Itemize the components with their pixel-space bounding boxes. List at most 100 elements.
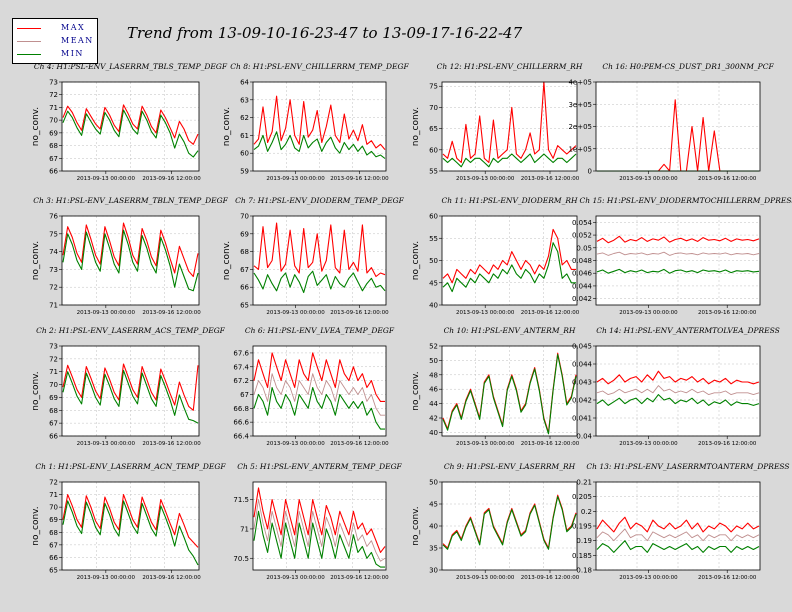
- x-tick-label: 2013-09-13 00:00:00: [456, 176, 515, 182]
- chart-panel-13: 65 66 67 68 69 70 71 72 2013-09-13 00:00:00 2013-…: [31, 462, 226, 581]
- plot-frame: [441, 81, 578, 172]
- plot-frame: [441, 215, 578, 306]
- x-tick-label: 2013-09-16 12:00:00: [698, 310, 757, 316]
- y-tick-label: 71.5: [233, 496, 249, 504]
- y-tick-label: 71: [49, 491, 58, 499]
- y-tick-label: 67: [240, 391, 249, 399]
- y-tick-label: 44: [429, 400, 438, 408]
- y-tick-label: 40: [429, 523, 438, 531]
- series-line-min: [442, 153, 577, 168]
- x-tick-label: 2013-09-16 12:00:00: [330, 575, 389, 581]
- y-tick-label: 50: [429, 357, 438, 365]
- y-tick-label: 62: [240, 114, 249, 122]
- chart-panel-6: 65 66 67 68 69 70 2013-09-13 00:00:00 2013-09-1…: [222, 196, 405, 316]
- x-tick-label: 2013-09-13 00:00:00: [456, 441, 515, 447]
- series-line-max: [253, 487, 386, 553]
- legend-label-min: MIN: [61, 49, 84, 58]
- y-tick-label: 67: [49, 420, 58, 428]
- chart-panel-12: 0.04 0.041 0.042 0.043 0.044 0.045 2013-09-13 …: [572, 326, 780, 447]
- plot-frame: [61, 81, 200, 172]
- y-axis-label: no_conv.: [222, 107, 232, 146]
- series-line-mean: [596, 385, 760, 396]
- y-tick-label: 0.041: [572, 415, 592, 423]
- y-tick-label: 69: [49, 129, 58, 137]
- chart-panel-15: 30 35 40 45 50 2013-09-13 00:00:00 2013-09-16 …: [411, 462, 580, 581]
- plot-frame: [61, 481, 200, 571]
- plot-frame: [595, 215, 761, 306]
- x-tick-label: 2013-09-16 12:00:00: [142, 575, 201, 581]
- plot-frame: [595, 81, 761, 172]
- y-tick-label: 61: [240, 132, 249, 140]
- y-tick-label: 71: [49, 104, 58, 112]
- y-axis-label: no_conv.: [31, 506, 41, 545]
- y-tick-label: 60: [429, 146, 438, 154]
- y-tick-label: 59: [240, 168, 249, 176]
- series-line-min: [62, 500, 199, 566]
- chart-title: Ch 11: H1:PSL-ENV_DIODERM_RH: [441, 196, 577, 205]
- y-tick-label: 30: [429, 567, 438, 575]
- y-tick-label: 0: [588, 168, 592, 176]
- series-line-mean: [253, 499, 386, 562]
- x-tick-label: 2013-09-13 00:00:00: [77, 575, 136, 581]
- legend: MAX MEAN MIN: [12, 18, 98, 64]
- y-tick-label: 40: [429, 302, 438, 310]
- y-tick-label: 66: [240, 284, 249, 292]
- y-tick-label: 69: [49, 394, 58, 402]
- y-tick-label: 50: [429, 257, 438, 265]
- chart-panel-10: 66.4 66.6 66.8 67 67.2 67.4 67.6 2013-09-13 00:…: [233, 326, 394, 447]
- y-tick-label: 0.19: [576, 537, 592, 545]
- y-tick-label: 70: [240, 213, 249, 221]
- plot-frame: [595, 481, 761, 571]
- y-tick-label: 0.042: [572, 295, 592, 303]
- legend-label-max: MAX: [61, 23, 86, 32]
- y-tick-label: 72: [49, 355, 58, 363]
- series-line-min: [442, 354, 577, 435]
- y-tick-label: 73: [49, 343, 58, 351]
- y-tick-label: 0.21: [576, 479, 592, 487]
- y-tick-label: 35: [429, 545, 438, 553]
- chart-title: Ch 3: H1:PSL-ENV_LASERRM_TBLN_TEMP_DEGF: [33, 196, 228, 205]
- y-tick-label: 76: [49, 213, 58, 221]
- y-tick-label: 66: [49, 554, 58, 562]
- chart-title: Ch 9: H1:PSL-ENV_LASERRM_RH: [444, 462, 576, 471]
- y-tick-label: 68: [49, 142, 58, 150]
- x-tick-label: 2013-09-16 12:00:00: [698, 441, 757, 447]
- y-tick-label: 0.052: [572, 232, 592, 240]
- y-tick-label: 0.205: [572, 493, 592, 501]
- chart-title: Ch 1: H1:PSL-ENV_LASERRM_ACN_TEMP_DEGF: [35, 462, 226, 471]
- chart-panel-16: 0.18 0.185 0.19 0.195 0.2 0.205 0.21 2013-09-13…: [572, 462, 790, 581]
- y-tick-label: 68: [49, 407, 58, 415]
- y-tick-label: 0.042: [572, 397, 592, 405]
- y-tick-label: 70: [49, 504, 58, 512]
- y-tick-label: 75: [429, 83, 438, 91]
- y-tick-label: 0.2: [581, 508, 592, 516]
- y-tick-label: 0.046: [572, 270, 593, 278]
- x-tick-label: 2013-09-13 00:00:00: [619, 176, 678, 182]
- y-tick-label: 70: [49, 117, 58, 125]
- series-line-max: [596, 516, 760, 533]
- chart-panel-4: 0 1e+05 2e+05 3e+05 4e+05 2013-09-13 00:00:00…: [568, 62, 774, 182]
- x-tick-label: 2013-09-13 00:00:00: [77, 310, 136, 316]
- series-line-max: [62, 104, 199, 145]
- plot-frame: [252, 345, 387, 437]
- series-line-max: [442, 81, 577, 164]
- y-tick-label: 72: [49, 91, 58, 99]
- y-tick-label: 3e+05: [568, 101, 592, 109]
- y-tick-label: 2e+05: [568, 123, 592, 131]
- series-line-min: [442, 495, 577, 550]
- y-tick-label: 0.045: [572, 343, 592, 351]
- plot-frame: [252, 215, 387, 306]
- series-line-min: [596, 540, 760, 553]
- series-line-max: [253, 352, 385, 402]
- series-line-max: [62, 494, 199, 548]
- chart-panel-5: 71 72 73 74 75 76 2013-09-13 00:00:00 2013-09-1…: [31, 196, 229, 316]
- y-axis-label: no_conv.: [222, 241, 232, 280]
- y-tick-label: 71: [49, 302, 58, 310]
- x-tick-label: 2013-09-16 12:00:00: [521, 441, 580, 447]
- y-tick-label: 0.044: [572, 361, 593, 369]
- x-tick-label: 2013-09-16 12:00:00: [698, 176, 757, 182]
- y-tick-label: 66.4: [233, 433, 249, 441]
- y-tick-label: 72: [49, 284, 58, 292]
- x-tick-label: 2013-09-13 00:00:00: [619, 441, 678, 447]
